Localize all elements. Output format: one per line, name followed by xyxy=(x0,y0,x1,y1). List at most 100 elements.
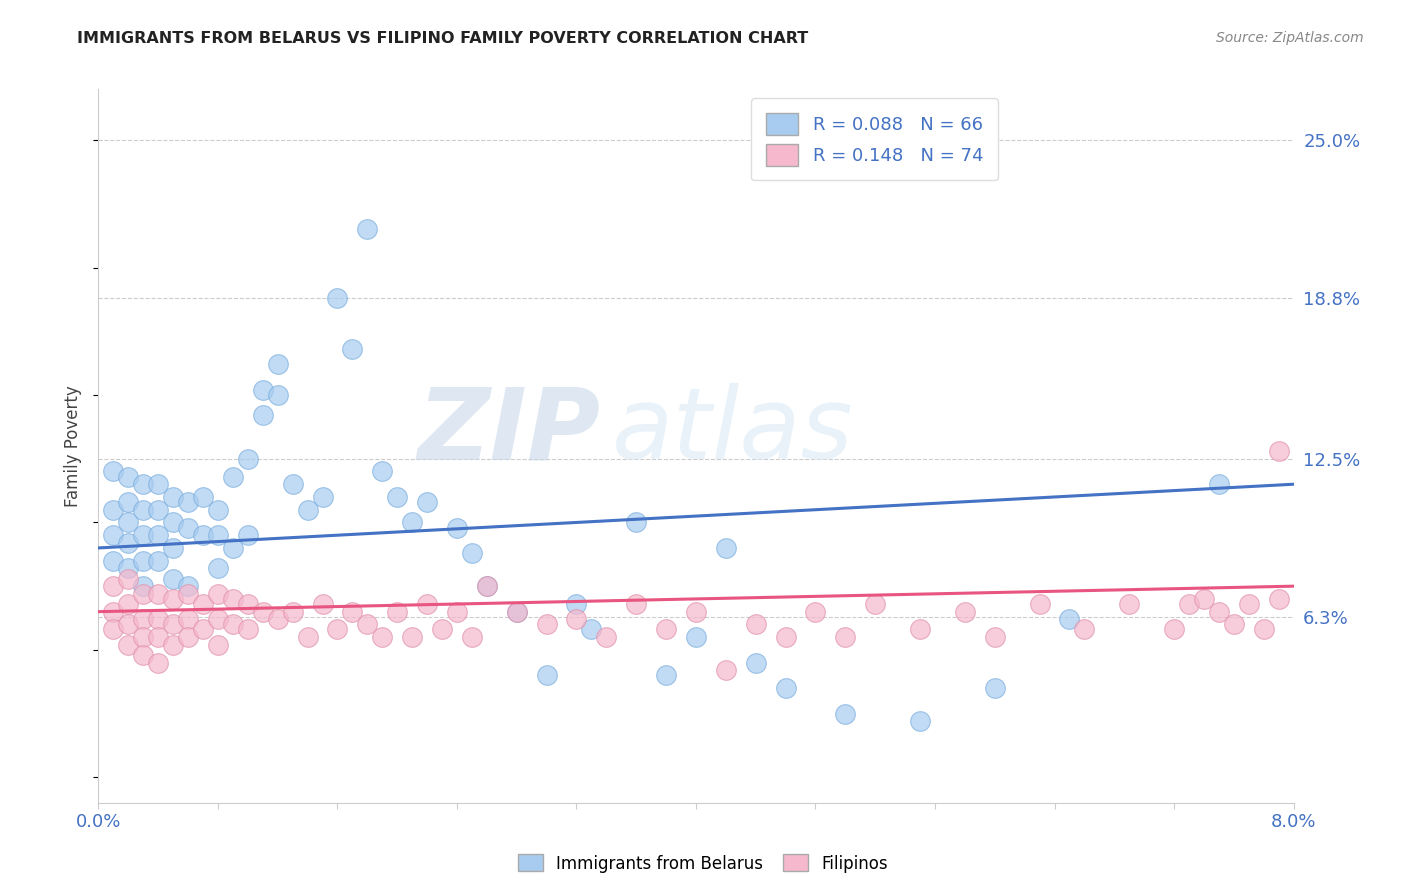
Point xyxy=(416,597,439,611)
Point xyxy=(371,630,394,644)
Point xyxy=(252,605,274,619)
Point xyxy=(536,617,558,632)
Point xyxy=(222,469,245,483)
Point xyxy=(326,623,349,637)
Point xyxy=(371,465,394,479)
Point xyxy=(222,541,245,555)
Point xyxy=(1253,623,1275,637)
Point xyxy=(148,528,170,542)
Point xyxy=(117,572,139,586)
Point xyxy=(117,516,139,530)
Point xyxy=(148,554,170,568)
Point xyxy=(416,495,439,509)
Point xyxy=(401,516,423,530)
Point xyxy=(132,477,155,491)
Point xyxy=(222,591,245,606)
Point xyxy=(177,579,200,593)
Point xyxy=(267,612,290,626)
Point xyxy=(1208,605,1230,619)
Point xyxy=(1267,444,1289,458)
Point xyxy=(162,617,184,632)
Point xyxy=(132,612,155,626)
Point xyxy=(984,630,1007,644)
Point xyxy=(162,572,184,586)
Point xyxy=(207,502,229,516)
Point xyxy=(1028,597,1050,611)
Text: Source: ZipAtlas.com: Source: ZipAtlas.com xyxy=(1216,31,1364,45)
Point xyxy=(132,502,155,516)
Point xyxy=(984,681,1007,695)
Point xyxy=(356,617,378,632)
Point xyxy=(117,469,139,483)
Point xyxy=(655,668,678,682)
Point xyxy=(177,495,200,509)
Point xyxy=(162,591,184,606)
Point xyxy=(356,222,378,236)
Point xyxy=(132,648,155,662)
Point xyxy=(385,605,409,619)
Point xyxy=(745,656,768,670)
Point xyxy=(685,605,707,619)
Point xyxy=(177,612,200,626)
Point xyxy=(103,579,125,593)
Point xyxy=(252,409,274,423)
Point xyxy=(326,291,349,305)
Point xyxy=(475,579,498,593)
Point xyxy=(401,630,423,644)
Legend: R = 0.088   N = 66, R = 0.148   N = 74: R = 0.088 N = 66, R = 0.148 N = 74 xyxy=(751,98,998,180)
Point xyxy=(236,528,259,542)
Text: IMMIGRANTS FROM BELARUS VS FILIPINO FAMILY POVERTY CORRELATION CHART: IMMIGRANTS FROM BELARUS VS FILIPINO FAMI… xyxy=(77,31,808,46)
Point xyxy=(117,597,139,611)
Point xyxy=(207,587,229,601)
Point xyxy=(132,587,155,601)
Point xyxy=(103,465,125,479)
Point xyxy=(297,502,319,516)
Point xyxy=(475,579,498,593)
Point xyxy=(953,605,976,619)
Point xyxy=(865,597,887,611)
Point xyxy=(461,546,484,560)
Point xyxy=(281,477,304,491)
Point xyxy=(148,656,170,670)
Point xyxy=(342,605,364,619)
Point xyxy=(446,605,468,619)
Point xyxy=(162,541,184,555)
Point xyxy=(132,528,155,542)
Point xyxy=(132,554,155,568)
Point xyxy=(908,714,931,729)
Point xyxy=(342,342,364,356)
Point xyxy=(430,623,453,637)
Point xyxy=(267,358,290,372)
Point xyxy=(236,597,259,611)
Point xyxy=(834,706,856,721)
Text: ZIP: ZIP xyxy=(418,384,600,480)
Point xyxy=(1118,597,1140,611)
Point xyxy=(191,490,214,504)
Point xyxy=(191,623,214,637)
Point xyxy=(148,630,170,644)
Text: atlas: atlas xyxy=(613,384,853,480)
Point xyxy=(714,541,737,555)
Point xyxy=(565,612,588,626)
Point xyxy=(117,561,139,575)
Point xyxy=(1223,617,1246,632)
Y-axis label: Family Poverty: Family Poverty xyxy=(65,385,83,507)
Point xyxy=(506,605,529,619)
Point xyxy=(103,502,125,516)
Point xyxy=(103,623,125,637)
Point xyxy=(103,528,125,542)
Point xyxy=(1178,597,1201,611)
Point xyxy=(834,630,856,644)
Point xyxy=(311,597,333,611)
Point xyxy=(311,490,333,504)
Point xyxy=(207,638,229,652)
Point xyxy=(117,617,139,632)
Point xyxy=(148,502,170,516)
Legend: Immigrants from Belarus, Filipinos: Immigrants from Belarus, Filipinos xyxy=(512,847,894,880)
Point xyxy=(1237,597,1260,611)
Point xyxy=(207,528,229,542)
Point xyxy=(207,561,229,575)
Point xyxy=(804,605,827,619)
Point xyxy=(565,597,588,611)
Point xyxy=(1163,623,1185,637)
